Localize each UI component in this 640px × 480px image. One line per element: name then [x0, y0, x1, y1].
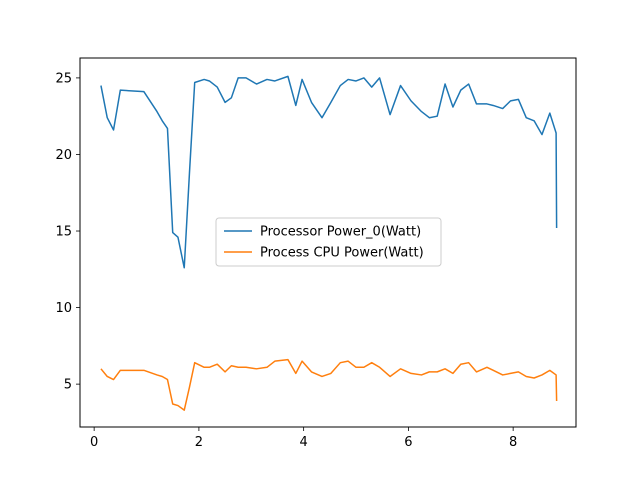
y-tick-label: 20 [55, 148, 72, 163]
x-tick-label: 4 [300, 435, 308, 450]
legend: Processor Power_0(Watt) Process CPU Power… [215, 217, 442, 267]
series-line-1 [100, 358, 558, 411]
y-axis: 5 10 15 20 25 [55, 71, 80, 393]
y-tick-label: 5 [64, 378, 72, 393]
y-tick-label: 15 [55, 225, 72, 240]
x-tick-label: 0 [90, 435, 98, 450]
legend-label-0: Processor Power_0(Watt) [260, 225, 421, 240]
y-tick-label: 25 [55, 71, 72, 86]
plot-frame [79, 57, 577, 428]
legend-box [215, 217, 442, 267]
x-tick-label: 8 [509, 435, 517, 450]
x-tick-label: 2 [195, 435, 203, 450]
plot-lines [100, 75, 558, 411]
x-tick-label: 6 [404, 435, 412, 450]
x-axis: 0 2 4 6 8 [90, 427, 517, 450]
y-tick-label: 10 [55, 301, 72, 316]
legend-label-1: Process CPU Power(Watt) [260, 246, 424, 261]
series-line-0 [100, 75, 558, 269]
